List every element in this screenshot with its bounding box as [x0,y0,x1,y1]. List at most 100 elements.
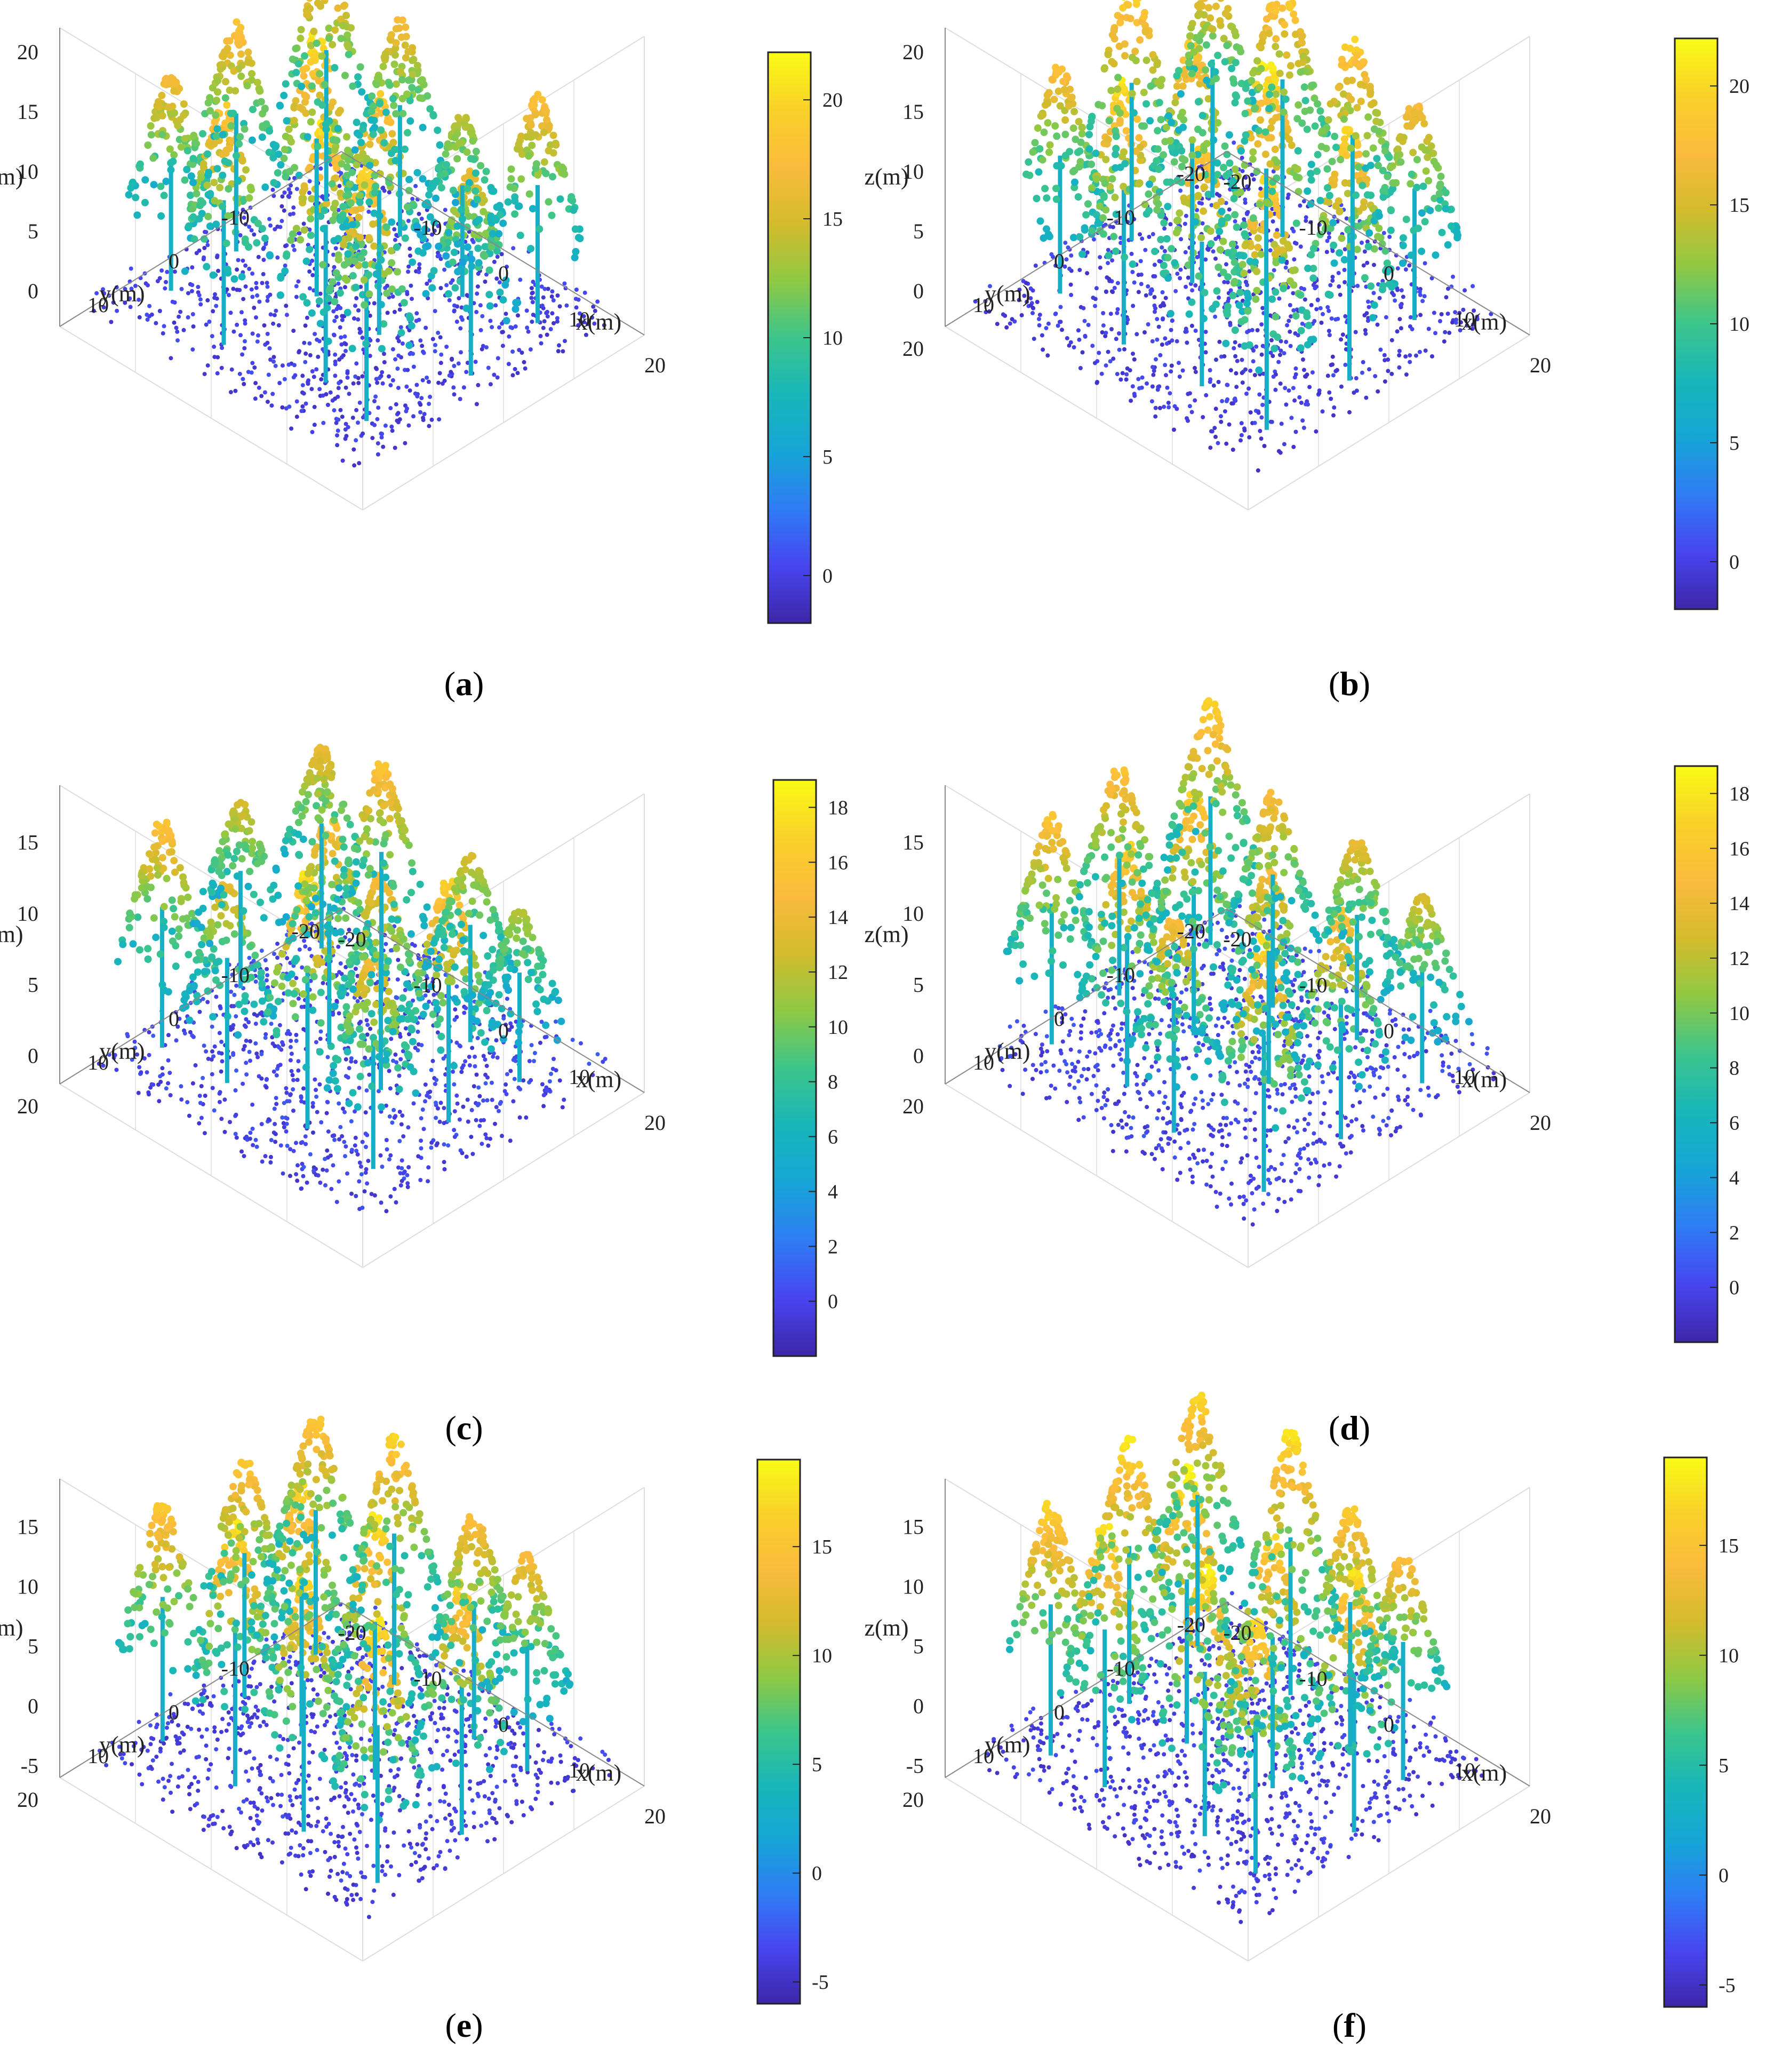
canopy-point [330,157,338,165]
canopy-point [1230,195,1238,203]
ground-point [297,349,302,354]
ground-point [1420,299,1425,304]
ground-point [1120,371,1125,376]
ground-point [1372,262,1376,267]
ground-point [1328,283,1333,288]
ground-point [1166,401,1171,405]
canopy-point [1185,310,1193,318]
canopy-point [1271,145,1279,153]
canopy-point [1052,195,1060,203]
ground-point [1438,319,1442,323]
ground-point [303,401,308,406]
ground-point [1132,392,1137,396]
ground-point [546,286,550,291]
ground-point [378,1153,383,1158]
ground-point [1293,331,1298,336]
canopy-point [344,259,352,267]
canopy-point [1370,99,1378,107]
ground-point [549,1072,553,1076]
ground-point [1271,374,1276,379]
canopy-point [1069,168,1077,176]
canopy-point [428,284,436,292]
ground-point [211,309,215,314]
canopy-point [237,50,245,58]
canopy-point [382,108,390,116]
ground-point [259,1052,264,1056]
ground-point [220,346,225,350]
canopy-point [1266,90,1274,98]
canopy-point [172,78,180,86]
ground-point [1125,317,1130,322]
ground-point [541,325,546,330]
ground-point [1124,377,1129,382]
ground-point [1213,434,1218,439]
ground-point [356,308,361,313]
ground-point [309,387,314,392]
canopy-point [325,117,333,125]
canopy-point [1147,82,1155,90]
ground-point [247,1049,252,1054]
ground-point [1112,285,1117,290]
ground-point [397,1073,402,1078]
ground-point [1395,266,1400,271]
canopy-point [1352,132,1360,140]
canopy-point [308,309,316,317]
ground-point [261,272,266,276]
canopy-point [402,54,410,62]
ground-point [1157,384,1162,389]
canopy-point [1273,158,1281,166]
ground-point [289,1051,294,1056]
ground-point [420,378,425,382]
canopy-point [1230,258,1238,266]
ground-point [363,1055,367,1060]
ground-point [1035,300,1040,304]
ground-point [495,254,500,259]
canopy-point [1256,83,1264,91]
ground-point [1222,354,1227,358]
canopy-point [1104,136,1112,144]
ground-point [347,392,351,396]
ground-point [175,329,180,334]
canopy-point [233,18,241,26]
ground-point [1152,369,1156,373]
ground-point [452,364,457,368]
ground-point [462,1010,467,1015]
canopy-point [1347,144,1355,152]
ground-point [1177,374,1182,379]
canopy-point [1198,129,1206,137]
canopy-point [548,211,556,219]
ground-point [271,355,276,360]
canopy-point [224,269,232,277]
ground-point [1430,354,1434,358]
canopy-point [333,164,341,172]
x-axis-label: x(m) [1461,309,1507,335]
ground-point [515,371,520,376]
canopy-point [206,222,214,230]
ground-point [186,291,190,296]
canopy-point [219,131,227,139]
ground-point [344,434,349,439]
canopy-point [1069,124,1077,132]
canopy-point [1400,234,1407,242]
canopy-point [223,101,231,109]
ground-point [241,1081,245,1086]
ground-point [1170,318,1174,323]
ground-point [393,237,397,242]
ground-point [1418,289,1422,294]
ground-point [1125,366,1130,371]
ground-point [339,335,343,340]
ground-point [307,227,312,232]
ground-point [1203,350,1208,355]
canopy-point [1261,150,1269,158]
ground-point [395,366,400,371]
canopy-point [1039,111,1046,119]
canopy-point [1092,149,1100,157]
canopy-point [1194,98,1202,106]
ground-point [443,208,448,212]
ground-point [291,211,295,216]
ground-point [1085,271,1090,276]
ground-point [375,417,380,421]
ground-point [1397,365,1402,370]
canopy-point [301,52,308,60]
ground-point [1294,241,1299,246]
